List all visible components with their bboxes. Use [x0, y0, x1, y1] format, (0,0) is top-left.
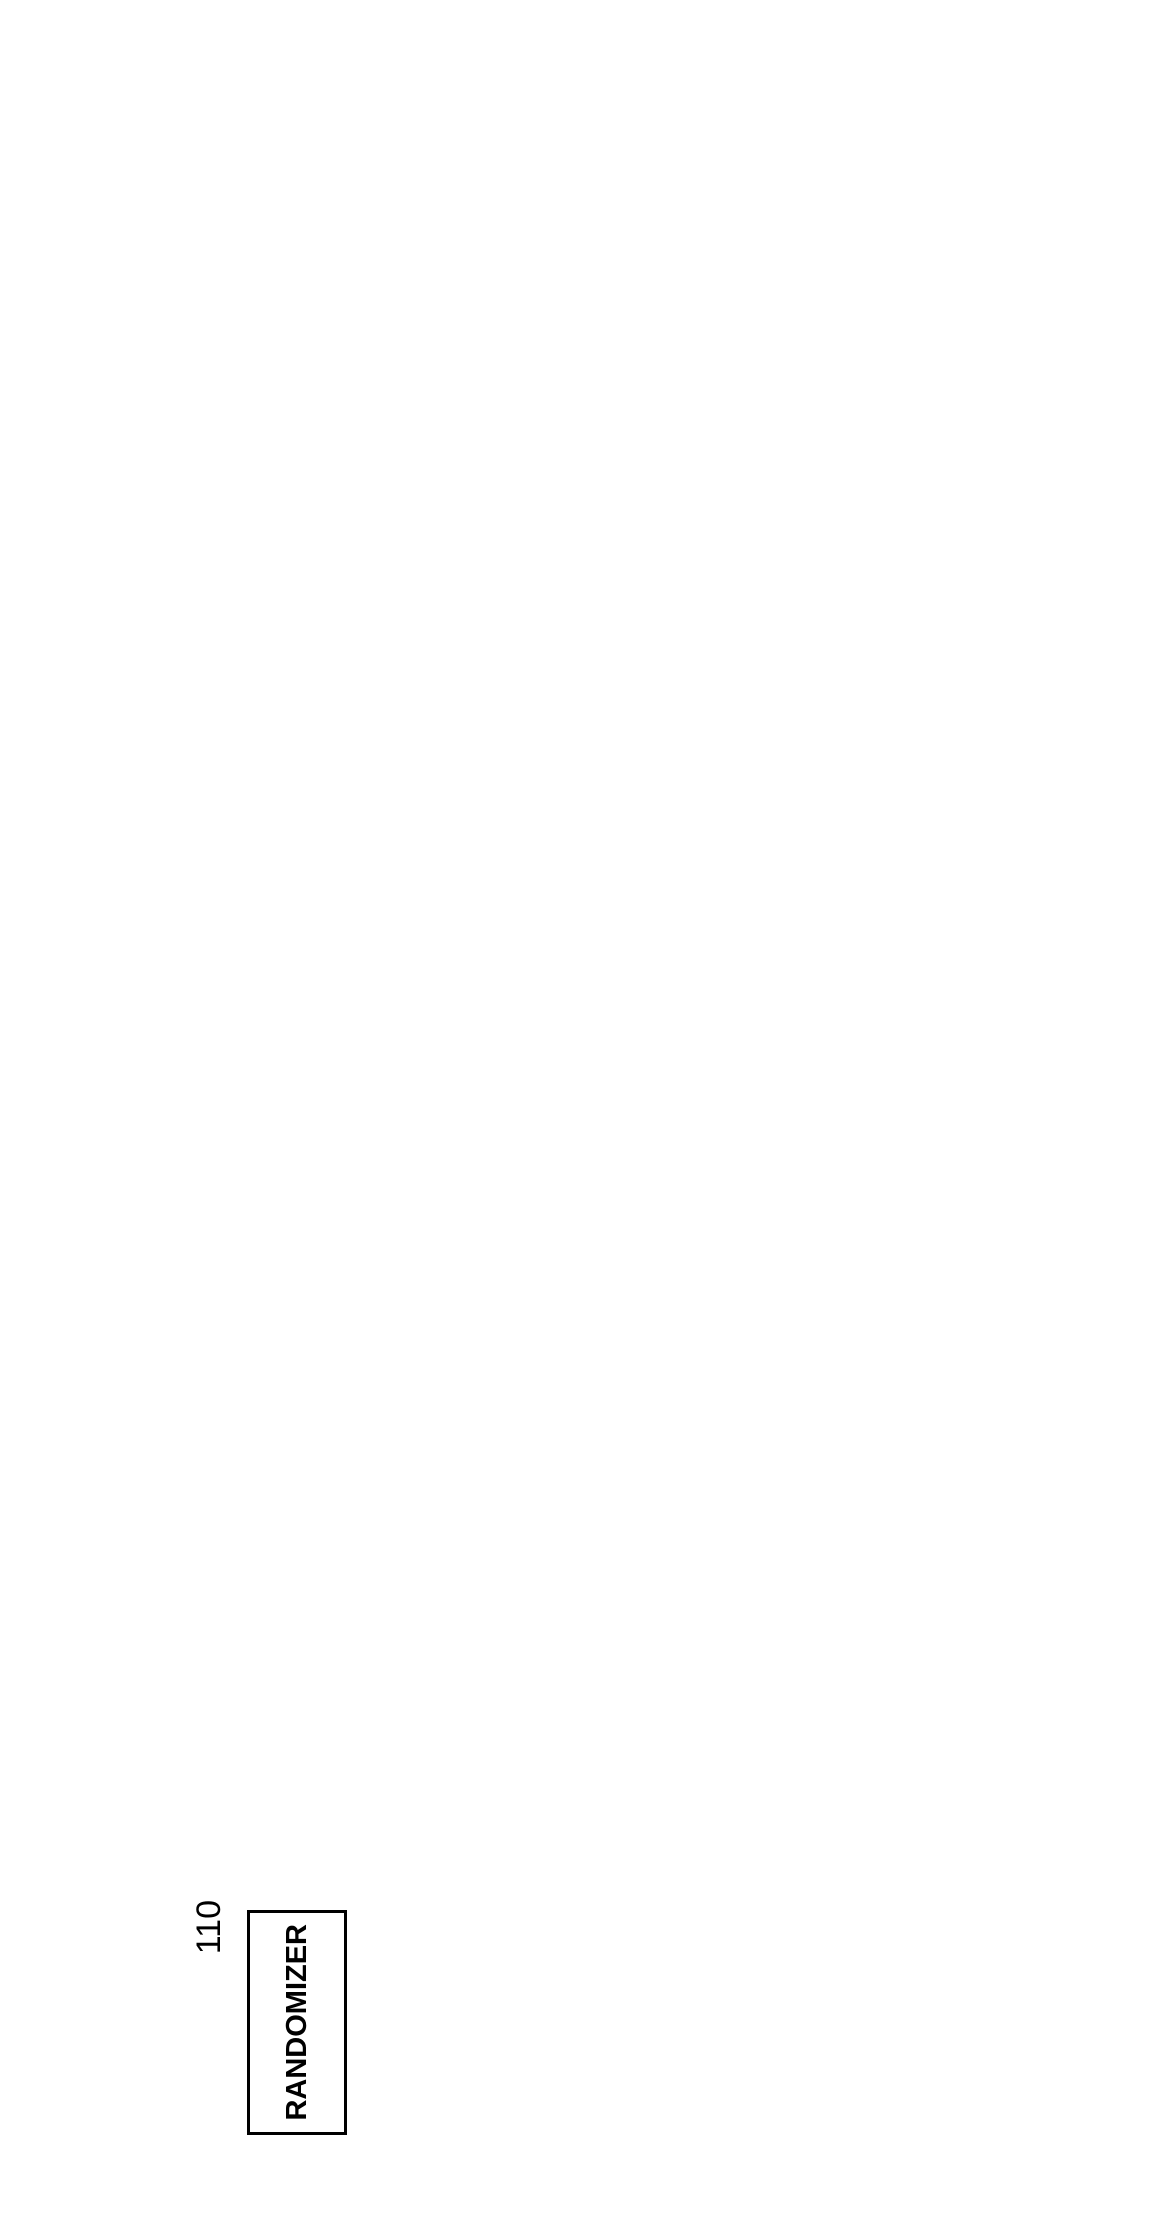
randomizer-label: RANDOMIZER — [283, 1924, 312, 2121]
randomizer-block: RANDOMIZER — [247, 1910, 347, 2135]
randomizer-ref: 110 — [190, 1900, 229, 1954]
